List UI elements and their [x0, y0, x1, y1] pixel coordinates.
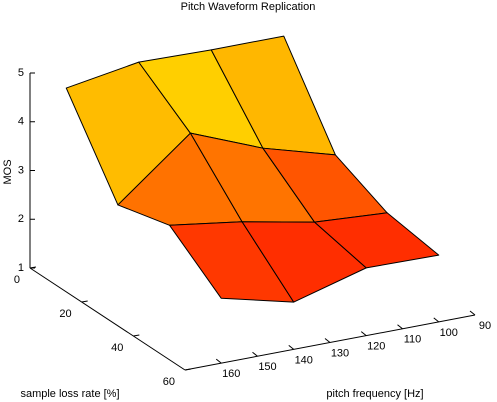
y-tick	[184, 368, 192, 371]
y-tick-label: 40	[111, 342, 123, 354]
z-axis-label: MOS	[2, 159, 14, 184]
x-tick-label: 100	[440, 327, 458, 339]
chart-title: Pitch Waveform Replication	[181, 1, 316, 13]
z-tick-label: 1	[18, 262, 24, 274]
x-tick-label: 110	[404, 334, 422, 346]
x-tick	[215, 358, 222, 364]
surface-patch	[314, 212, 440, 269]
y-tick	[29, 266, 37, 269]
x-tick	[433, 317, 440, 323]
z-tick-label: 2	[18, 213, 24, 225]
x-tick-label: 120	[367, 341, 385, 353]
x-tick	[288, 344, 295, 350]
x-tick-label: 140	[295, 354, 313, 366]
x-tick-label: 150	[258, 361, 276, 373]
z-tick-label: 5	[18, 67, 24, 79]
y-tick-label: 60	[163, 376, 175, 388]
y-tick-label: 0	[14, 274, 20, 286]
z-tick-label: 4	[18, 116, 24, 128]
y-tick	[81, 300, 88, 303]
x-tick	[252, 351, 258, 357]
x-tick-label: 160	[222, 368, 240, 380]
z-tick-label: 3	[18, 164, 24, 176]
x-tick-label: 130	[331, 347, 349, 359]
x-tick	[397, 324, 403, 330]
y-tick	[133, 334, 140, 337]
y-axis	[29, 267, 186, 371]
x-axis-label: pitch frequency [Hz]	[326, 388, 423, 400]
y-tick-label: 20	[59, 308, 71, 320]
x-tick	[360, 331, 367, 337]
y-axis-label: sample loss rate [%]	[20, 388, 119, 400]
x-tick-label: 90	[479, 320, 491, 332]
x-tick	[469, 310, 476, 316]
x-tick	[324, 338, 331, 343]
